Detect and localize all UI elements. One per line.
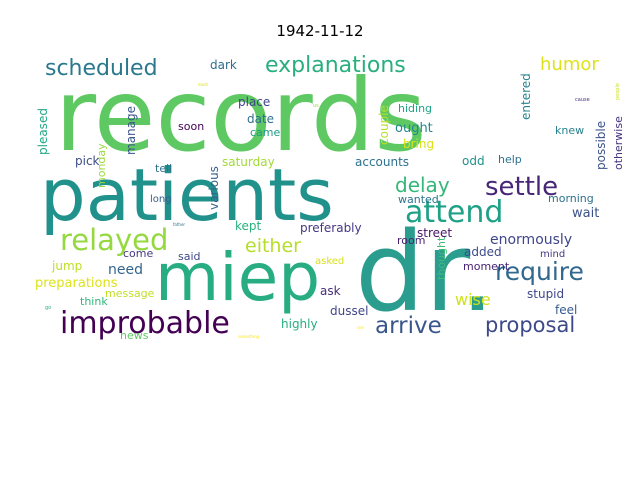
- word-come: come: [123, 247, 153, 260]
- word-feel: feel: [555, 303, 577, 317]
- word-kept: kept: [235, 219, 262, 233]
- word-go: go: [45, 305, 51, 311]
- word-settle: settle: [485, 172, 558, 202]
- word-hiding: hiding: [398, 102, 432, 115]
- word-wait: wait: [572, 206, 599, 221]
- word-scheduled: scheduled: [45, 56, 158, 81]
- word-tell: tell: [155, 162, 172, 175]
- word-room: room: [397, 234, 425, 247]
- word-came: came: [250, 126, 281, 139]
- word-cause: cause: [575, 97, 590, 103]
- word-ask: ask: [320, 284, 341, 298]
- word-bring: bring: [403, 137, 434, 151]
- word-humor: humor: [540, 54, 599, 75]
- word-wise: wise: [455, 290, 491, 309]
- word-possible: possible: [594, 121, 608, 170]
- word-pleased: pleased: [36, 108, 50, 155]
- word-couple: couple: [377, 105, 391, 145]
- word-think: think: [80, 295, 108, 308]
- word-dr: dr.: [355, 208, 495, 336]
- word-father: father: [173, 222, 185, 227]
- word-street: street: [417, 226, 452, 240]
- word-records: records: [55, 57, 427, 174]
- word-place: place: [238, 95, 270, 109]
- word-us: us: [313, 103, 319, 109]
- word-wanted: wanted: [398, 193, 439, 206]
- word-said: said: [178, 250, 201, 263]
- word-accounts: accounts: [355, 155, 409, 169]
- word-long: long: [150, 194, 172, 205]
- word-monday: monday: [95, 143, 108, 188]
- word-moment: moment: [463, 260, 510, 273]
- word-thought: thought: [435, 236, 448, 280]
- word-proposal: proposal: [485, 313, 575, 337]
- word-jump: jump: [51, 259, 82, 273]
- word-need: need: [108, 262, 143, 278]
- word-news: news: [120, 329, 149, 342]
- word-something: something: [238, 334, 260, 339]
- word-stupid: stupid: [527, 287, 564, 301]
- word-otherwise: otherwise: [612, 116, 625, 170]
- chart-title: 1942-11-12: [276, 22, 364, 40]
- word-asked: asked: [315, 256, 344, 267]
- word-explanations: explanations: [265, 53, 406, 78]
- word-date: date: [247, 112, 274, 126]
- word-highly: highly: [281, 317, 318, 331]
- word-help: help: [498, 153, 522, 166]
- word-enormously: enormously: [490, 232, 572, 248]
- word-added: added: [464, 245, 502, 259]
- word-attend: attend: [405, 195, 503, 230]
- word-soon: soon: [178, 120, 204, 133]
- word-manage: manage: [124, 106, 138, 155]
- word-require: require: [495, 257, 584, 286]
- word-see: see: [357, 325, 365, 330]
- word-preparations: preparations: [35, 276, 118, 291]
- word-people: people: [615, 83, 621, 100]
- word-improbable: improbable: [60, 306, 230, 341]
- word-most: most: [198, 82, 208, 87]
- word-miep: miep: [155, 239, 320, 316]
- word-mind: mind: [540, 249, 565, 260]
- word-dussel: dussel: [330, 304, 368, 318]
- word-various: various: [207, 166, 221, 210]
- word-saturday: saturday: [222, 155, 275, 169]
- word-delay: delay: [395, 173, 450, 197]
- word-either: either: [245, 235, 301, 257]
- word-ought: ought: [395, 121, 433, 136]
- word-relayed: relayed: [60, 223, 168, 257]
- word-dark: dark: [210, 58, 237, 72]
- word-patients: patients: [40, 153, 334, 237]
- word-arrive: arrive: [375, 313, 442, 339]
- word-morning: morning: [548, 192, 594, 205]
- word-message: message: [105, 287, 155, 300]
- word-preferably: preferably: [300, 221, 362, 235]
- word-entered: entered: [519, 73, 533, 120]
- word-knew: knew: [555, 124, 584, 137]
- word-pick: pick: [75, 154, 100, 168]
- word-odd: odd: [462, 154, 485, 168]
